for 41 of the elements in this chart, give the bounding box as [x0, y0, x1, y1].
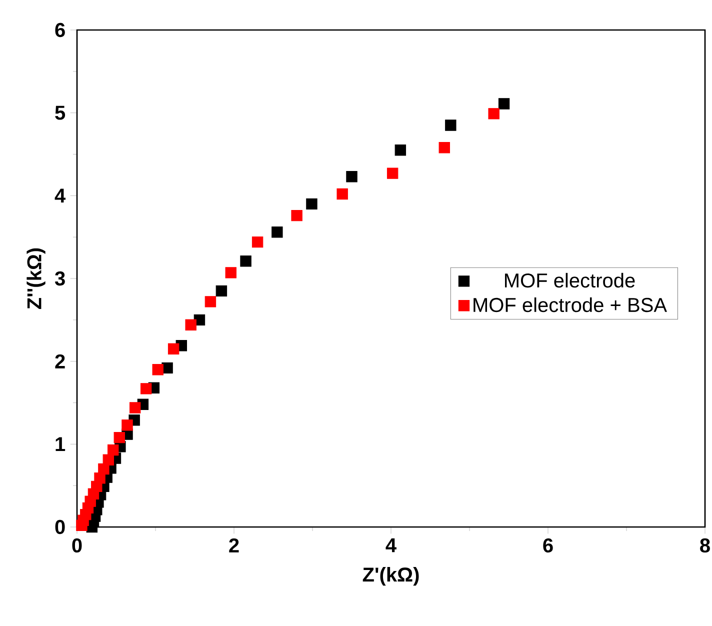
point: [240, 256, 252, 267]
point: [306, 198, 318, 210]
x-tick-label: 8: [700, 538, 710, 553]
y-tick-label: 2: [55, 354, 65, 368]
point: [216, 285, 228, 297]
point: [140, 383, 152, 394]
point: [114, 432, 125, 444]
point: [152, 364, 164, 376]
y-tick-label: 4: [54, 188, 66, 203]
point: [108, 444, 119, 456]
point: [438, 142, 450, 154]
y-tick-label: 1: [56, 437, 66, 452]
point: [291, 210, 302, 222]
point: [129, 402, 141, 414]
y-tick-label: 6: [55, 22, 65, 38]
y-tick-label: 3: [54, 271, 65, 286]
x-tick-label: 0: [72, 538, 82, 553]
point: [122, 420, 133, 431]
point: [445, 120, 456, 131]
point: [76, 520, 88, 531]
x-tick-label: 6: [543, 538, 553, 553]
point: [336, 188, 348, 200]
point: [204, 296, 216, 308]
x-tick-label: 4: [386, 538, 396, 552]
point: [225, 267, 236, 278]
point: [394, 144, 406, 156]
point: [185, 319, 196, 330]
point: [498, 98, 510, 110]
point: [346, 171, 358, 182]
point: [386, 168, 398, 179]
y-tick-label: 5: [55, 106, 66, 120]
point: [168, 343, 180, 355]
point: [252, 236, 264, 248]
x-axis-title: Z'(kΩ): [362, 567, 419, 586]
legend-label: MOF electrode: [505, 272, 635, 288]
point: [272, 226, 283, 238]
point: [488, 108, 500, 120]
x-tick-label: 2: [229, 538, 239, 552]
y-axis-title: Z''(kΩ): [26, 248, 46, 310]
y-tick-label: 0: [55, 520, 65, 534]
legend-label: MOF electrode + BSA: [474, 297, 668, 312]
